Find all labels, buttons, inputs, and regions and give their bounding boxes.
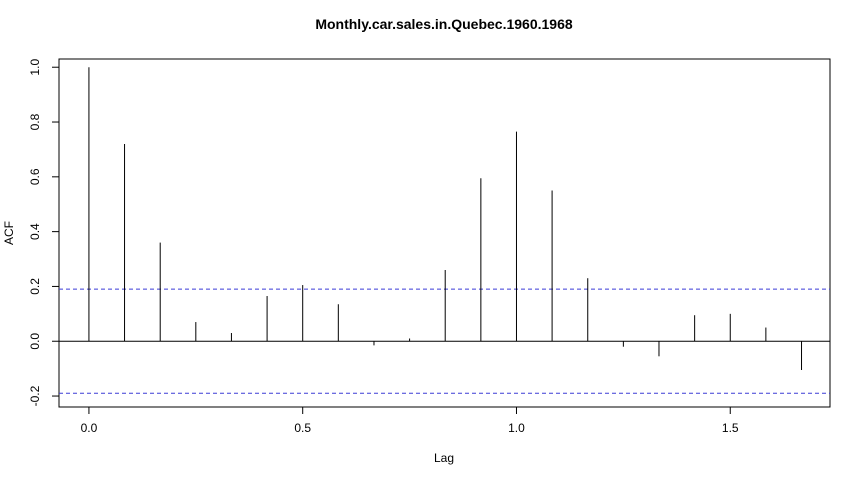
chart-title: Monthly.car.sales.in.Quebec.1960.1968 xyxy=(315,16,573,32)
y-tick-label: 0.8 xyxy=(28,113,42,130)
x-axis-label: Lag xyxy=(434,451,454,465)
y-tick-label: 0.2 xyxy=(28,278,42,295)
y-tick-label: -0.2 xyxy=(28,385,42,406)
x-tick-label: 0.0 xyxy=(81,421,98,435)
y-tick-label: 0.6 xyxy=(28,168,42,185)
x-tick-label: 1.0 xyxy=(508,421,525,435)
y-tick-label: 1.0 xyxy=(28,59,42,76)
x-tick-label: 1.5 xyxy=(722,421,739,435)
y-axis-label: ACF xyxy=(2,221,16,245)
y-tick-label: 0.0 xyxy=(28,333,42,350)
y-tick-label: 0.4 xyxy=(28,223,42,240)
x-tick-label: 0.5 xyxy=(294,421,311,435)
plot-frame xyxy=(58,58,831,408)
